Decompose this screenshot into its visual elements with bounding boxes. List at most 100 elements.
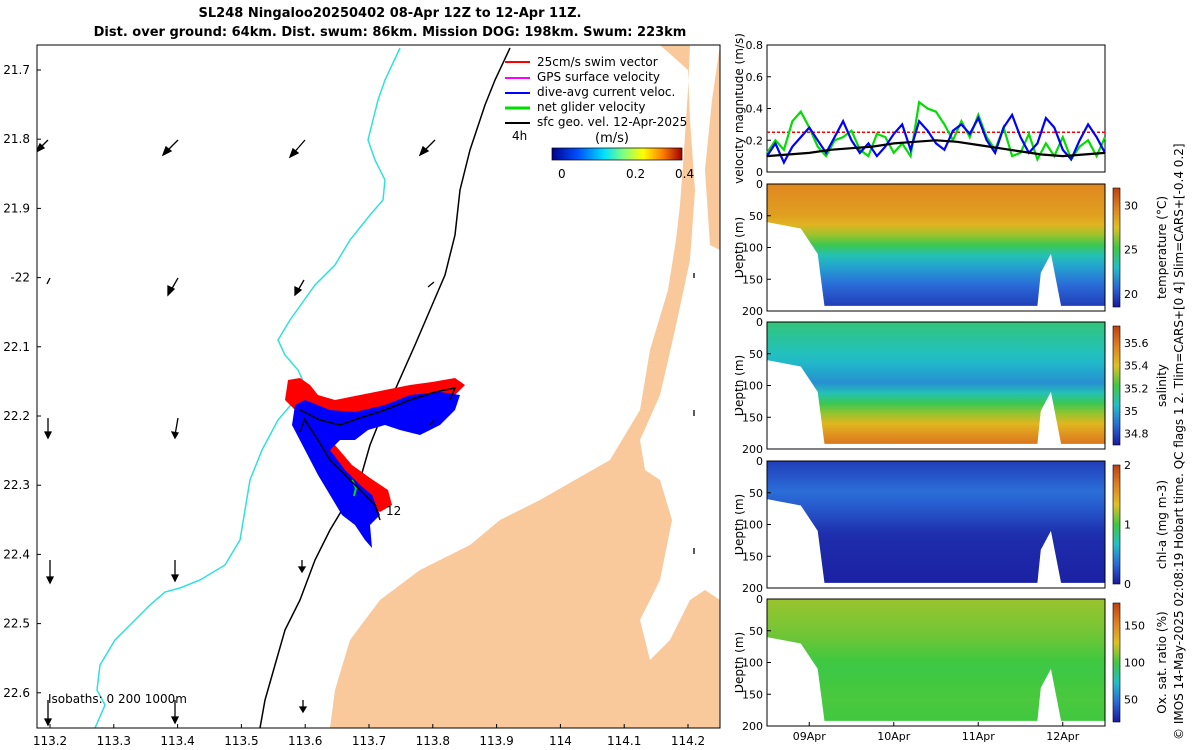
colorbar-tick-label: 2 [1124, 459, 1131, 472]
section-ytick-label: 0 [756, 178, 763, 191]
colorbar-tick-label: 50 [1124, 694, 1138, 707]
colorbar-tick-0: 0 [558, 167, 566, 181]
velocity-ylabel: velocity magnitude (m/s) [735, 33, 746, 184]
legend-time-scale: 4h [512, 129, 527, 143]
colorbar-tick-label: 100 [1124, 657, 1145, 670]
lon-tick-label: 113.8 [416, 734, 450, 748]
lat-tick-label: 22.1 [3, 340, 30, 354]
velocity-ytick-label: 0.6 [746, 71, 764, 84]
dive-average-swath [292, 392, 460, 548]
colorbar-label: chl-a (mg m-3) [1155, 480, 1169, 569]
time-tick-label: 10Apr [877, 730, 911, 743]
glider-track-line [299, 386, 457, 521]
lat-tick-label: 22.6 [3, 686, 30, 700]
colorbar-tick-0-4: 0.4 [675, 167, 694, 181]
section-ytick-label: 100 [742, 380, 763, 393]
colorbar-tick-0-2: 0.2 [626, 167, 645, 181]
section-ytick-label: 200 [742, 720, 763, 733]
lat-tick-label: 21.8 [3, 132, 30, 146]
section-ytick-label: 0 [756, 316, 763, 329]
section-ylabel: Depth (m) [735, 494, 746, 555]
lon-tick-label: 113.4 [160, 734, 194, 748]
lat-tick-label: 22.2 [3, 409, 30, 423]
section-data-field [767, 184, 1105, 306]
lat-tick-label: 22.4 [3, 547, 30, 561]
section-ytick-label: 200 [742, 305, 763, 318]
section-ylabel: Depth (m) [735, 355, 746, 416]
imos-credit-note: © IMOS 14-May-2025 02:08:19 Hobart time.… [1172, 143, 1186, 740]
velocity-ytick-label: 0.2 [746, 134, 764, 147]
section-colorbar [1112, 325, 1121, 446]
colorbar-tick-label: 150 [1124, 619, 1145, 632]
velocity-ytick-label: 0.4 [746, 103, 764, 116]
section-ytick-label: 150 [742, 411, 763, 424]
colorbar-tick-label: 25 [1124, 244, 1138, 257]
section-ytick-label: 150 [742, 273, 763, 286]
legend-geo-velocity: sfc geo. vel. 12-Apr-2025 [537, 115, 687, 129]
section-data-field [767, 322, 1105, 444]
section-panel-2: 0 50 100 150 200 Depth (m) 34.8 35 35.2 35.4 35.6 s… [735, 316, 1169, 456]
colorbar-label: temperature (°C) [1155, 196, 1169, 299]
colorbar-tick-label: 30 [1124, 200, 1138, 213]
map-legend: 25cm/s swim vector GPS surface velocity … [505, 55, 694, 181]
section-colorbar [1112, 187, 1121, 308]
section-data-field [767, 461, 1105, 583]
section-ytick-label: 200 [742, 443, 763, 456]
lon-tick-label: 114 [549, 734, 572, 748]
lat-tick-label: 22.5 [3, 617, 30, 631]
map-frame [36, 44, 721, 729]
lat-tick-label: 21.7 [3, 63, 30, 77]
velocity-ytick-label: 0 [756, 166, 763, 179]
lon-tick-label: 113.2 [33, 734, 67, 748]
section-ytick-label: 50 [749, 210, 763, 223]
lon-tick-label: 113.3 [97, 734, 131, 748]
section-ytick-label: 100 [742, 519, 763, 532]
chart-title-line-1: SL248 Ningaloo20250402 08-Apr 12Z to 12-… [198, 6, 582, 21]
lon-tick-label: 113.9 [479, 734, 513, 748]
track-end-day-label: 12 [386, 504, 401, 518]
colorbar-tick-label: 35.4 [1124, 360, 1149, 373]
legend-swim-vector: 25cm/s swim vector [537, 55, 658, 69]
time-tick-label: 11Apr [962, 730, 996, 743]
section-ylabel: Depth (m) [735, 217, 746, 278]
colorbar-tick-label: 35.2 [1124, 382, 1149, 395]
section-ytick-label: 150 [742, 550, 763, 563]
colorbar-tick-label: 20 [1124, 288, 1138, 301]
colorbar-label: salinity [1155, 364, 1169, 407]
velocity-plot-frame [766, 44, 1106, 173]
legend-dive-avg: dive-avg current veloc. [537, 85, 675, 99]
colorbar-tick-label: 35.6 [1124, 337, 1149, 350]
latitude-ticks: 21.7 21.8 21.9 -22 22.1 22.2 22.3 22.4 22.5 22.6 [3, 63, 41, 700]
isobaths-label: Isobaths: 0 200 1000m [48, 692, 187, 706]
lon-tick-label: 113.7 [352, 734, 386, 748]
lat-tick-label: 21.9 [3, 201, 30, 215]
velocity-ytick-label: 0.8 [746, 39, 764, 52]
section-ytick-label: 50 [749, 625, 763, 638]
colorbar-units: (m/s) [595, 131, 629, 146]
section-ytick-label: 50 [749, 487, 763, 500]
lat-tick-label: 22.3 [3, 478, 30, 492]
section-ytick-label: 50 [749, 348, 763, 361]
lon-tick-label: 114.2 [671, 734, 705, 748]
glider-track-map: 21.721.821.9-2222.122.222.322.422.522.6 … [3, 44, 721, 748]
colorbar-tick-label: 35 [1124, 405, 1138, 418]
chart-title-line-2: Dist. over ground: 64km. Dist. swum: 86k… [93, 25, 687, 40]
land-east-strip [705, 45, 720, 250]
lon-tick-label: 113.6 [288, 734, 322, 748]
section-colorbar [1112, 464, 1121, 585]
land-cape-range [330, 45, 720, 728]
colorbar-tick-label: 0 [1124, 578, 1131, 591]
speed-colorbar [551, 147, 683, 161]
section-panel-1: 0 50 100 150 200 Depth (m) 20 25 30 temperature (… [735, 178, 1169, 318]
longitude-ticks: 113.2 113.3 113.4 113.5 113.6 113.7 113.8 113.9… [33, 724, 705, 748]
legend-gps-velocity: GPS surface velocity [537, 70, 660, 84]
colorbar-label: Ox. sat. ratio (%) [1155, 611, 1169, 713]
time-tick-label: 09Apr [793, 730, 827, 743]
section-ytick-label: 200 [742, 582, 763, 595]
section-ytick-label: 100 [742, 657, 763, 670]
section-ytick-label: 0 [756, 455, 763, 468]
